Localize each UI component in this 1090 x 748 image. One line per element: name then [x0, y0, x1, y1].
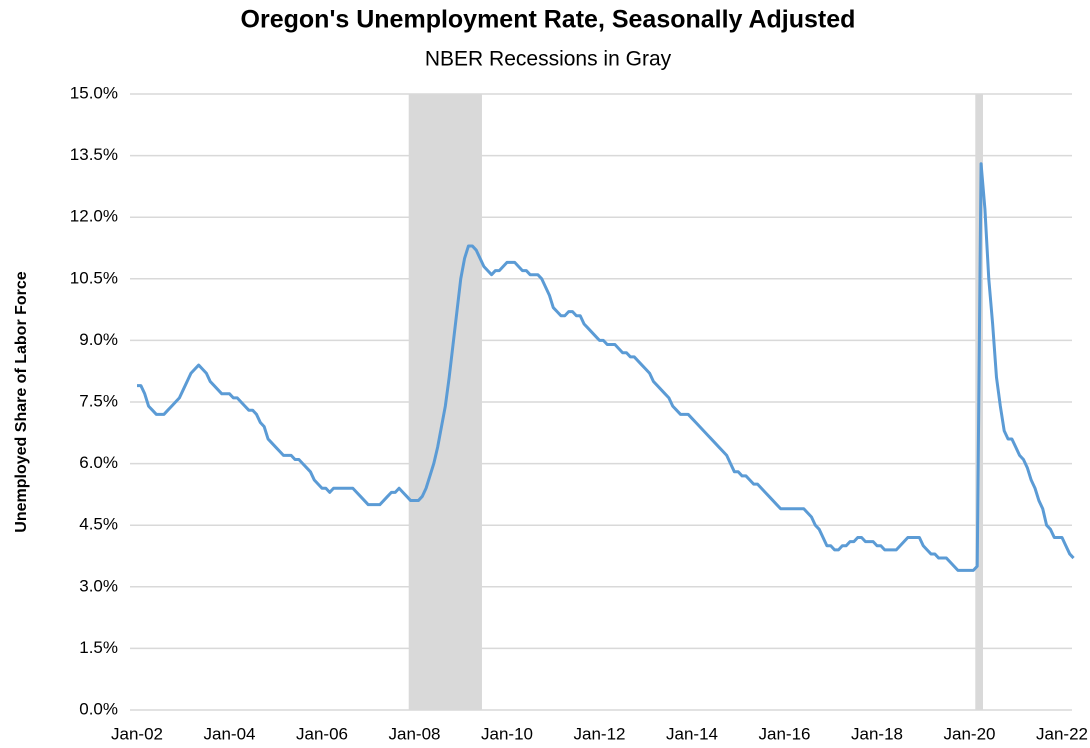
y-axis-label: Unemployed Share of Labor Force — [13, 271, 30, 532]
data-line — [137, 162, 1075, 572]
y-tick-label: 6.0% — [79, 453, 118, 472]
x-tick-label: Jan-04 — [204, 724, 256, 743]
y-tick-label: 9.0% — [79, 330, 118, 349]
y-tick-label: 1.5% — [79, 638, 118, 657]
x-tick-label: Jan-08 — [389, 724, 441, 743]
y-tick-label: 10.5% — [70, 268, 118, 287]
chart-title: Oregon's Unemployment Rate, Seasonally A… — [241, 6, 856, 34]
y-tick-label: 13.5% — [70, 145, 118, 164]
x-tick-label: Jan-14 — [666, 724, 718, 743]
x-tick-label: Jan-22 — [1036, 724, 1088, 743]
x-tick-label: Jan-18 — [851, 724, 903, 743]
x-tick-label: Jan-20 — [944, 724, 996, 743]
x-tick-label: Jan-02 — [111, 724, 163, 743]
y-tick-label: 12.0% — [70, 207, 118, 226]
y-tick-label: 0.0% — [79, 699, 118, 718]
x-tick-label: Jan-10 — [481, 724, 533, 743]
y-tick-label: 7.5% — [79, 391, 118, 410]
y-tick-label: 4.5% — [79, 515, 118, 534]
plot — [137, 162, 1075, 572]
x-tick-label: Jan-12 — [574, 724, 626, 743]
x-tick-label: Jan-06 — [296, 724, 348, 743]
y-tick-label: 3.0% — [79, 576, 118, 595]
chart-subtitle: NBER Recessions in Gray — [425, 48, 672, 71]
y-tick-label: 15.0% — [70, 83, 118, 102]
grid: 0.0% 1.5% 3.0% 4.5% 6.0% 7.5% 9.0% 10.5% 12.0% 13… — [70, 83, 1088, 743]
x-tick-label: Jan-16 — [759, 724, 811, 743]
